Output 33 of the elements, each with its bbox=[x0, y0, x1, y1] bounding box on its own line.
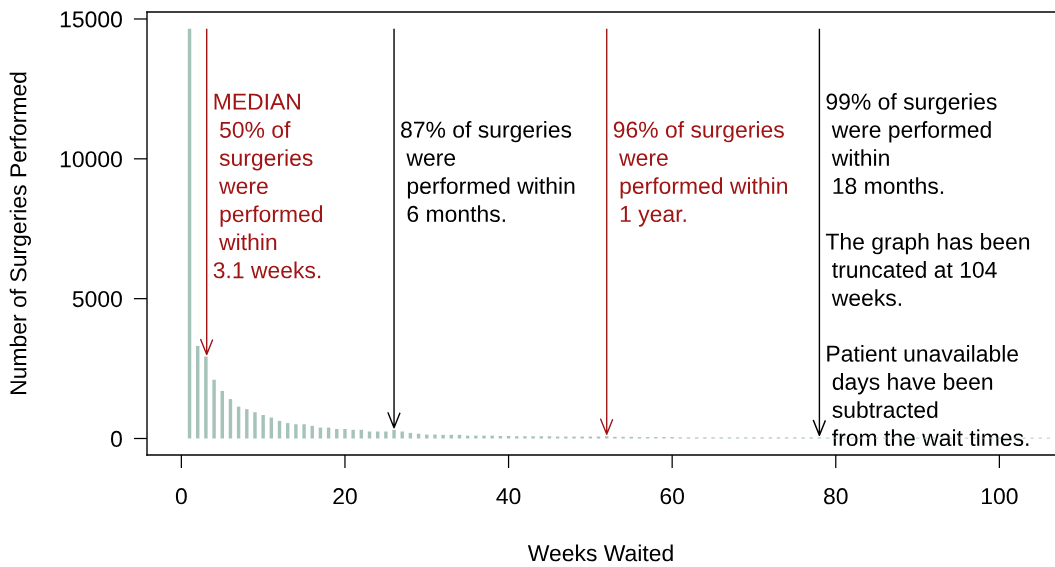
y-tick-label: 5000 bbox=[72, 290, 122, 308]
ref-line-label: 96% of surgeries were performed within 1 year. bbox=[613, 121, 788, 227]
bar bbox=[351, 429, 355, 439]
y-tick-label: 10000 bbox=[60, 151, 122, 168]
x-axis-title: Weeks Waited bbox=[527, 544, 673, 562]
x-tick-label: 60 bbox=[660, 488, 685, 505]
bar bbox=[441, 434, 445, 439]
bar bbox=[302, 424, 306, 439]
bar bbox=[433, 434, 437, 439]
x-tick-label: 40 bbox=[496, 488, 521, 505]
annotation: The graph has been truncated at 104 weeks. bbox=[825, 233, 1030, 307]
bar bbox=[343, 428, 347, 439]
x-tick-label: 80 bbox=[824, 488, 848, 505]
bar bbox=[392, 429, 396, 439]
x-tick-label: 100 bbox=[982, 488, 1018, 505]
bar bbox=[384, 431, 388, 439]
x-tick-label: 0 bbox=[175, 488, 187, 505]
y-tick-label: 15000 bbox=[60, 11, 122, 28]
ref-line-label: 87% of surgeries were performed within 6 months. bbox=[401, 121, 575, 223]
bar bbox=[523, 436, 527, 439]
bar bbox=[294, 424, 298, 439]
x-tick-label: 20 bbox=[333, 488, 357, 505]
bar bbox=[245, 409, 249, 439]
annotation: Patient unavailable days have been subtracted from the wait times. bbox=[827, 345, 1029, 447]
y-tick-label: 0 bbox=[110, 430, 122, 448]
bar bbox=[253, 412, 257, 439]
bar bbox=[531, 436, 535, 439]
bar bbox=[212, 379, 216, 439]
ref-line-label: 99% of surgeries were performed within 18 months. bbox=[826, 93, 997, 195]
bar bbox=[261, 415, 265, 439]
ref-line-label: MEDIAN 50% of surgeries were performed within 3.1 weeks. bbox=[213, 93, 323, 279]
y-axis-title: Number of Surgeries Performed bbox=[9, 72, 31, 394]
bar bbox=[204, 356, 208, 439]
